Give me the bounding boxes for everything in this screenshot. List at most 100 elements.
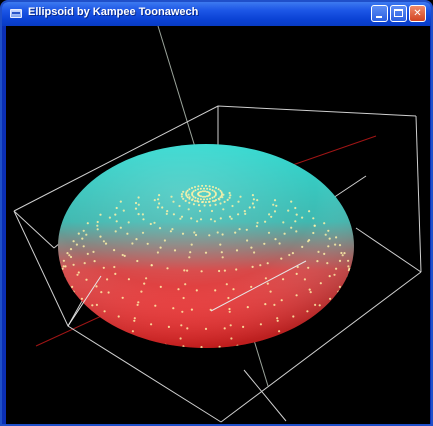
surface-point xyxy=(199,187,202,190)
surface-point xyxy=(220,251,223,254)
surface-point xyxy=(327,245,330,248)
surface-point xyxy=(182,345,185,348)
surface-point xyxy=(179,362,181,364)
surface-point xyxy=(65,310,69,313)
surface-point xyxy=(113,265,116,269)
surface-point xyxy=(210,209,214,213)
surface-point xyxy=(237,200,240,203)
surface-point xyxy=(295,213,298,216)
surface-point xyxy=(343,310,347,313)
surface-point xyxy=(214,194,217,197)
surface-point xyxy=(80,297,83,300)
surface-point xyxy=(234,231,237,234)
surface-point xyxy=(228,307,231,311)
minimize-button[interactable] xyxy=(371,5,388,22)
surface-point xyxy=(248,206,251,209)
surface-point xyxy=(223,327,226,330)
surface-point xyxy=(231,204,234,208)
surface-point xyxy=(204,190,206,193)
surface-point xyxy=(69,255,73,259)
surface-point xyxy=(146,242,149,245)
surface-point xyxy=(229,194,232,197)
surface-point xyxy=(198,191,201,194)
surface-point xyxy=(173,249,177,252)
surface-point xyxy=(213,195,216,198)
surface-point xyxy=(185,193,187,195)
surface-point xyxy=(206,195,208,198)
surface-point xyxy=(216,231,219,234)
surface-point xyxy=(264,303,267,306)
surface-point xyxy=(103,310,106,313)
surface-point xyxy=(196,220,199,223)
surface-point xyxy=(219,196,222,199)
surface-point xyxy=(236,344,239,347)
surface-point xyxy=(328,275,331,278)
surface-point xyxy=(208,200,211,203)
surface-point xyxy=(270,215,273,218)
surface-point xyxy=(114,272,117,275)
surface-point xyxy=(131,337,134,340)
surface-point xyxy=(179,337,182,340)
surface-point xyxy=(226,198,229,201)
surface-point xyxy=(187,208,190,211)
surface-point xyxy=(253,251,256,254)
surface-point xyxy=(143,282,146,285)
surface-point xyxy=(342,297,345,301)
surface-point xyxy=(180,193,183,196)
close-icon: ✕ xyxy=(413,8,422,19)
surface-point xyxy=(178,204,181,208)
surface-point xyxy=(214,289,217,292)
surface-point xyxy=(238,228,241,231)
surface-point xyxy=(106,278,109,281)
title-bar[interactable]: Ellipsoid by Kampee Toonawech ✕ xyxy=(2,2,431,26)
maximize-button[interactable] xyxy=(390,5,407,22)
surface-point xyxy=(135,238,138,241)
surface-point xyxy=(185,194,188,197)
surface-point xyxy=(213,220,216,223)
surface-point xyxy=(180,324,183,327)
surface-point xyxy=(169,230,172,233)
surface-point xyxy=(182,296,185,300)
surface-point xyxy=(185,191,188,194)
surface-point xyxy=(276,317,279,320)
surface-point xyxy=(220,191,223,194)
surface-point xyxy=(253,206,256,209)
surface-point xyxy=(72,263,75,266)
surface-point xyxy=(211,189,214,192)
surface-point xyxy=(223,200,226,203)
close-button[interactable]: ✕ xyxy=(409,5,426,22)
surface-point xyxy=(201,201,204,204)
surface-point xyxy=(153,199,156,202)
surface-point xyxy=(85,278,88,281)
surface-point xyxy=(280,257,283,260)
surface-point xyxy=(58,287,60,291)
surface-point xyxy=(184,283,187,286)
surface-point xyxy=(291,252,294,255)
surface-point xyxy=(115,206,118,210)
surface-point xyxy=(282,278,285,281)
surface-point xyxy=(259,264,262,267)
surface-point xyxy=(276,319,279,322)
surface-point xyxy=(197,197,199,200)
surface-point xyxy=(114,213,117,216)
render-viewport[interactable] xyxy=(6,26,430,424)
surface-point xyxy=(214,191,217,194)
surface-point xyxy=(115,220,118,223)
surface-point xyxy=(213,190,216,193)
surface-point xyxy=(212,200,214,202)
surface-point xyxy=(156,206,159,209)
surface-point xyxy=(255,225,258,228)
surface-point xyxy=(166,210,169,213)
surface-point xyxy=(324,233,327,236)
surface-point xyxy=(242,325,245,328)
surface-point xyxy=(223,269,226,272)
surface-point xyxy=(131,342,134,345)
surface-point xyxy=(317,340,321,343)
surface-point xyxy=(199,218,203,221)
surface-point xyxy=(334,243,337,246)
surface-point xyxy=(186,269,189,272)
surface-point xyxy=(66,283,69,286)
surface-point xyxy=(340,251,343,255)
surface-point xyxy=(136,303,139,306)
surface-point xyxy=(334,313,337,316)
